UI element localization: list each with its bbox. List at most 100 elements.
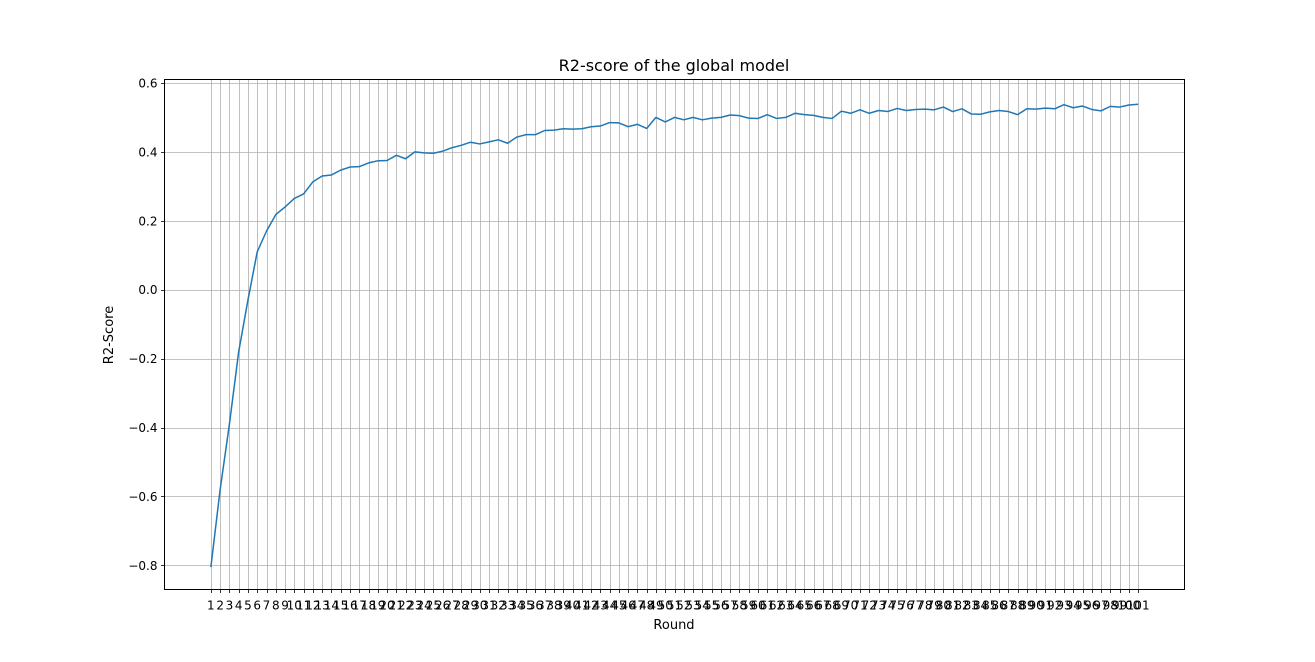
x-tick-label: 5 <box>244 599 252 613</box>
x-tick-label: 45 <box>611 599 626 613</box>
y-tick-label: −0.6 <box>128 490 157 504</box>
x-tick-label: 100 <box>1117 599 1140 613</box>
y-tick-label: −0.8 <box>128 559 157 573</box>
x-tick-label: 49 <box>648 599 663 613</box>
x-tick-label: 23 <box>407 599 422 613</box>
x-tick-label: 66 <box>806 599 821 613</box>
x-tick-label: 86 <box>991 599 1006 613</box>
x-tick-label: 37 <box>537 599 552 613</box>
x-tick-label: 73 <box>871 599 886 613</box>
x-tick-label: 65 <box>797 599 812 613</box>
y-tick-label: 0.0 <box>138 283 157 297</box>
x-tick-label: 94 <box>1066 599 1081 613</box>
x-tick-label: 9 <box>281 599 289 613</box>
x-tick-label: 33 <box>500 599 515 613</box>
x-tick-label: 13 <box>314 599 329 613</box>
x-tick-label: 20 <box>379 599 394 613</box>
x-axis-label: Round <box>653 618 694 633</box>
x-tick-label: 11 <box>296 599 311 613</box>
x-tick-label: 81 <box>945 599 960 613</box>
x-tick-label: 28 <box>454 599 469 613</box>
y-tick-label: 0.6 <box>138 76 157 90</box>
x-tick-label: 54 <box>695 599 710 613</box>
x-tick-label: 97 <box>1093 599 1108 613</box>
x-tick-label: 62 <box>769 599 784 613</box>
x-tick-label: 71 <box>852 599 867 613</box>
x-tick-label: 55 <box>704 599 719 613</box>
x-tick-label: 4 <box>235 599 243 613</box>
x-tick-label: 6 <box>253 599 261 613</box>
x-tick-label: 35 <box>518 599 533 613</box>
x-tick-label: 15 <box>333 599 348 613</box>
x-tick-label: 56 <box>713 599 728 613</box>
x-tick-label: 75 <box>889 599 904 613</box>
x-tick-label: 61 <box>760 599 775 613</box>
y-tick-label: −0.4 <box>128 421 157 435</box>
x-tick-label: 88 <box>1010 599 1025 613</box>
x-tick-label: 84 <box>973 599 988 613</box>
x-tick-label: 74 <box>880 599 895 613</box>
x-tick-label: 57 <box>722 599 737 613</box>
x-tick-label: 95 <box>1075 599 1090 613</box>
y-tick-label: 0.2 <box>138 214 157 228</box>
x-tick-label: 42 <box>583 599 598 613</box>
x-tick-label: 68 <box>824 599 839 613</box>
x-tick-label: 101 <box>1127 599 1150 613</box>
x-tick-label: 18 <box>361 599 376 613</box>
x-tick-label: 41 <box>574 599 589 613</box>
y-axis-label: R2-Score <box>102 306 117 364</box>
x-tick-label: 30 <box>472 599 487 613</box>
x-tick-label: 32 <box>491 599 506 613</box>
axis-ticks: 1 2 3 4 5 6 7 8 91011121314151617181920212223242… <box>128 76 1149 612</box>
x-tick-label: 72 <box>862 599 877 613</box>
x-tick-label: 64 <box>787 599 802 613</box>
x-tick-label: 19 <box>370 599 385 613</box>
x-tick-label: 3 <box>226 599 234 613</box>
x-tick-label: 89 <box>1019 599 1034 613</box>
x-tick-label: 63 <box>778 599 793 613</box>
x-tick-label: 29 <box>463 599 478 613</box>
x-tick-label: 52 <box>676 599 691 613</box>
y-tick-label: 0.4 <box>138 145 157 159</box>
grid-lines <box>164 79 1185 590</box>
x-tick-label: 70 <box>843 599 858 613</box>
x-tick-label: 59 <box>741 599 756 613</box>
x-tick-label: 98 <box>1103 599 1118 613</box>
x-tick-label: 79 <box>926 599 941 613</box>
x-tick-label: 39 <box>556 599 571 613</box>
x-tick-label: 48 <box>639 599 654 613</box>
x-tick-label: 93 <box>1056 599 1071 613</box>
x-tick-label: 40 <box>565 599 580 613</box>
x-tick-label: 7 <box>263 599 271 613</box>
x-tick-label: 12 <box>305 599 320 613</box>
x-tick-label: 2 <box>216 599 224 613</box>
x-tick-label: 16 <box>342 599 357 613</box>
x-tick-label: 43 <box>593 599 608 613</box>
x-tick-label: 67 <box>815 599 830 613</box>
x-tick-label: 96 <box>1084 599 1099 613</box>
x-tick-label: 60 <box>750 599 765 613</box>
x-tick-label: 47 <box>630 599 645 613</box>
x-tick-label: 85 <box>982 599 997 613</box>
x-tick-label: 82 <box>954 599 969 613</box>
x-tick-label: 80 <box>936 599 951 613</box>
x-tick-label: 76 <box>899 599 914 613</box>
x-tick-label: 27 <box>444 599 459 613</box>
x-tick-label: 91 <box>1038 599 1053 613</box>
x-tick-label: 36 <box>528 599 543 613</box>
x-tick-label: 50 <box>658 599 673 613</box>
x-tick-label: 90 <box>1028 599 1043 613</box>
x-tick-label: 8 <box>272 599 280 613</box>
x-tick-label: 92 <box>1047 599 1062 613</box>
plot-frame <box>164 79 1185 590</box>
x-tick-label: 53 <box>685 599 700 613</box>
x-tick-label: 24 <box>416 599 431 613</box>
x-tick-label: 34 <box>509 599 524 613</box>
x-tick-label: 17 <box>352 599 367 613</box>
x-tick-label: 14 <box>324 599 339 613</box>
y-tick-label: −0.2 <box>128 352 157 366</box>
x-tick-label: 58 <box>732 599 747 613</box>
x-tick-label: 25 <box>426 599 441 613</box>
x-tick-label: 69 <box>834 599 849 613</box>
